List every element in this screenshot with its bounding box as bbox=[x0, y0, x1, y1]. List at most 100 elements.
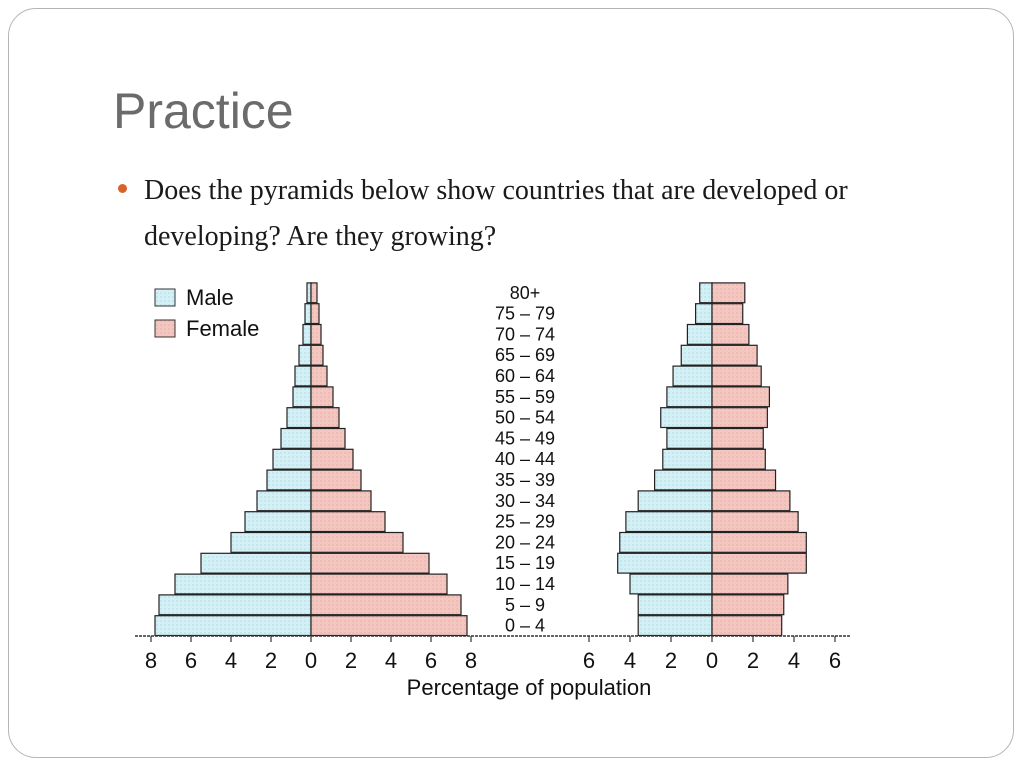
pyramid2-female-bar-1 bbox=[711, 594, 785, 616]
pyramid2-female-bar-4 bbox=[711, 531, 807, 553]
pyramid2-male-bar-12 bbox=[672, 365, 713, 387]
pyramid2-tick-label-4: 2 bbox=[747, 648, 759, 673]
pyramid2-male-bar-10 bbox=[660, 407, 713, 429]
pyramid2-male-bar-0 bbox=[637, 615, 713, 637]
pyramid2-male-bar-15 bbox=[694, 303, 713, 325]
pyramid2-female-bar-10 bbox=[711, 407, 768, 429]
pyramid1-male-bar-11 bbox=[292, 386, 312, 408]
pyramid1-male-bar-8 bbox=[272, 448, 312, 470]
pyramid2-male-bar-3 bbox=[617, 552, 713, 574]
pyramid2-male-bar-14 bbox=[686, 323, 713, 345]
pyramid1-male-bar-14 bbox=[302, 323, 312, 345]
legend-male-swatch bbox=[154, 288, 176, 307]
age-group-label-9: 45 – 49 bbox=[495, 428, 555, 448]
pyramid2-female-bar-3 bbox=[711, 552, 807, 574]
age-group-label-16: 80+ bbox=[510, 283, 541, 303]
pyramid2-male-bar-8 bbox=[662, 448, 713, 470]
pyramid1-male-bar-10 bbox=[286, 407, 312, 429]
age-group-label-2: 10 – 14 bbox=[495, 574, 555, 594]
pyramid2-male-bar-13 bbox=[680, 344, 713, 366]
pyramid2-male-bar-11 bbox=[666, 386, 713, 408]
age-group-label-11: 55 – 59 bbox=[495, 387, 555, 407]
age-group-label-15: 75 – 79 bbox=[495, 304, 555, 324]
legend-female-label: Female bbox=[186, 316, 259, 341]
pyramid1-tick-label-7: 6 bbox=[425, 648, 437, 673]
pyramid1-male-bar-15 bbox=[304, 303, 312, 325]
pyramid1-female-bar-11 bbox=[310, 386, 334, 408]
bullet-dot bbox=[118, 184, 127, 193]
pyramid2-tick-label-5: 4 bbox=[788, 648, 800, 673]
pyramid2-male-bar-9 bbox=[666, 427, 713, 449]
legend-male-label: Male bbox=[186, 285, 234, 310]
pyramid1-tick-label-5: 2 bbox=[345, 648, 357, 673]
pyramid1-male-bar-16 bbox=[306, 282, 312, 304]
pyramid1-female-bar-14 bbox=[310, 323, 322, 345]
pyramid1-tick-label-2: 4 bbox=[225, 648, 237, 673]
pyramid1-female-bar-16 bbox=[310, 282, 318, 304]
pyramid2-female-bar-8 bbox=[711, 448, 766, 470]
pyramid1-male-bar-13 bbox=[298, 344, 312, 366]
pyramid1-female-bar-1 bbox=[310, 594, 462, 616]
pyramid1-male-bar-6 bbox=[256, 490, 312, 512]
pyramid1-tick-label-8: 8 bbox=[465, 648, 477, 673]
pyramid2-female-bar-2 bbox=[711, 573, 789, 595]
age-group-label-12: 60 – 64 bbox=[495, 366, 555, 386]
bullet-text: Does the pyramids below show countries t… bbox=[144, 175, 848, 252]
pyramid2-male-bar-4 bbox=[619, 531, 713, 553]
pyramid1-female-bar-7 bbox=[310, 469, 362, 491]
pyramid2-tick-label-2: 2 bbox=[665, 648, 677, 673]
pyramid1-tick-label-6: 4 bbox=[385, 648, 397, 673]
pyramid2-female-bar-12 bbox=[711, 365, 762, 387]
age-group-label-3: 15 – 19 bbox=[495, 553, 555, 573]
pyramid2-male-bar-2 bbox=[629, 573, 713, 595]
pyramid2-tick-label-6: 6 bbox=[829, 648, 841, 673]
age-group-label-6: 30 – 34 bbox=[495, 491, 555, 511]
pyramid1-female-bar-6 bbox=[310, 490, 372, 512]
legend-female-swatch bbox=[154, 319, 176, 338]
pyramid1-male-bar-1 bbox=[158, 594, 312, 616]
pyramid1-tick-label-0: 8 bbox=[145, 648, 157, 673]
pyramid2-tick-label-0: 6 bbox=[583, 648, 595, 673]
pyramid1-male-bar-2 bbox=[174, 573, 312, 595]
age-group-label-13: 65 – 69 bbox=[495, 345, 555, 365]
slide-title: Practice bbox=[113, 83, 294, 139]
age-group-label-8: 40 – 44 bbox=[495, 449, 555, 469]
pyramid2-female-bar-6 bbox=[711, 490, 791, 512]
pyramid1-female-bar-8 bbox=[310, 448, 354, 470]
pyramid2-female-bar-13 bbox=[711, 344, 758, 366]
pyramid1-tick-label-4: 0 bbox=[305, 648, 317, 673]
pyramid2-female-bar-14 bbox=[711, 323, 750, 345]
age-group-label-10: 50 – 54 bbox=[495, 408, 555, 428]
pyramid1-female-bar-3 bbox=[310, 552, 430, 574]
pyramid2-male-bar-5 bbox=[625, 511, 713, 533]
pyramid1-female-bar-13 bbox=[310, 344, 324, 366]
pyramid1-female-bar-4 bbox=[310, 531, 404, 553]
x-axis-label: Percentage of population bbox=[407, 675, 652, 700]
pyramid1-female-bar-10 bbox=[310, 407, 340, 429]
pyramid1-male-bar-9 bbox=[280, 427, 312, 449]
pyramid1-female-bar-5 bbox=[310, 511, 386, 533]
pyramid1-male-bar-7 bbox=[266, 469, 312, 491]
pyramid2-tick-label-3: 0 bbox=[706, 648, 718, 673]
pyramid2-female-bar-0 bbox=[711, 615, 783, 637]
pyramid2-male-bar-16 bbox=[699, 282, 713, 304]
pyramid2-female-bar-5 bbox=[711, 511, 799, 533]
age-group-label-4: 20 – 24 bbox=[495, 532, 555, 552]
pyramid2-female-bar-7 bbox=[711, 469, 777, 491]
pyramid2-female-bar-16 bbox=[711, 282, 746, 304]
pyramid2-male-bar-7 bbox=[653, 469, 713, 491]
age-group-label-14: 70 – 74 bbox=[495, 324, 555, 344]
pyramid2-female-bar-9 bbox=[711, 427, 764, 449]
pyramid1-male-bar-3 bbox=[200, 552, 312, 574]
pyramid1-female-bar-0 bbox=[310, 615, 468, 637]
pyramid2-female-bar-11 bbox=[711, 386, 771, 408]
pyramid2-female-bar-15 bbox=[711, 303, 744, 325]
age-group-label-7: 35 – 39 bbox=[495, 470, 555, 490]
pyramid1-male-bar-0 bbox=[154, 615, 312, 637]
pyramid1-male-bar-5 bbox=[244, 511, 312, 533]
pyramid2-tick-label-1: 4 bbox=[624, 648, 636, 673]
pyramid1-female-bar-9 bbox=[310, 427, 346, 449]
pyramid1-tick-label-3: 2 bbox=[265, 648, 277, 673]
pyramid1-tick-label-1: 6 bbox=[185, 648, 197, 673]
